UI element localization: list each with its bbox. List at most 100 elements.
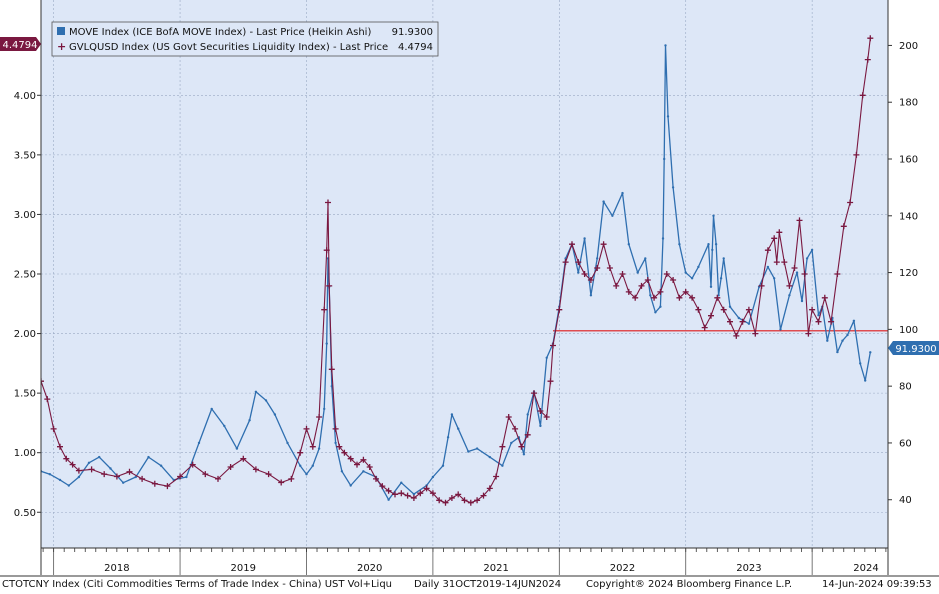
data-point-liquidity (815, 318, 822, 325)
left-last-value-tag (0, 37, 41, 51)
data-point-move (611, 214, 614, 217)
axes: 0.50 1.00 1.50 2.00 2.50 3.00 3.50 4.00 40 60 80 10… (0, 0, 939, 577)
data-point-move (67, 484, 71, 487)
legend-swatch-move (57, 27, 65, 35)
data-point-liquidity (834, 271, 841, 277)
data-point-liquidity (442, 499, 449, 506)
data-point-move (431, 475, 435, 479)
data-point-liquidity (436, 497, 443, 504)
data-point-move (697, 265, 700, 269)
data-point-move (728, 305, 732, 308)
data-point-move (577, 271, 580, 274)
data-point-liquidity (278, 479, 285, 486)
data-point-move (526, 413, 529, 416)
data-point-liquidity (101, 471, 108, 478)
data-point-liquidity (550, 342, 556, 349)
data-point-move (836, 350, 839, 354)
x-tick-label: 2021 (483, 563, 508, 574)
data-point-move (539, 424, 542, 428)
data-point-liquidity (638, 282, 645, 289)
data-point-move (362, 470, 365, 473)
data-point-liquidity (569, 241, 575, 248)
data-point-liquidity (113, 473, 120, 480)
data-point-move (712, 214, 715, 217)
data-point-liquidity (177, 473, 184, 480)
data-point-liquidity (663, 271, 670, 277)
data-point-liquidity (373, 475, 379, 482)
data-point-move (522, 453, 526, 456)
right-last-value-tag (888, 341, 939, 355)
plot-area (41, 0, 888, 548)
data-point-liquidity (63, 455, 70, 462)
left-tick-label: 4.00 (14, 91, 36, 102)
data-point-liquidity (786, 282, 793, 289)
right-tick-label: 160 (899, 155, 918, 166)
data-point-move (766, 265, 770, 269)
x-tick-label: 2020 (357, 563, 382, 574)
data-point-move (621, 191, 624, 195)
footer-copyright: Copyright® 2024 Bloomberg Finance L.P. (586, 579, 793, 590)
x-tick-label: 2018 (104, 563, 129, 574)
left-tick-label: 2.50 (14, 270, 36, 281)
data-point-liquidity (840, 223, 847, 230)
data-point-liquidity (303, 425, 310, 432)
data-point-move (87, 461, 91, 464)
footer-source: CTOTCNY Index (Citi Commodities Terms of… (2, 579, 393, 590)
data-point-liquidity (801, 271, 808, 277)
data-point-move (707, 243, 710, 246)
data-point-liquidity (745, 306, 752, 313)
data-point-liquidity (531, 390, 537, 397)
data-point-liquidity (336, 443, 343, 450)
data-point-move (671, 186, 675, 189)
left-tick-label: 1.00 (14, 448, 36, 459)
data-point-liquidity (392, 491, 398, 498)
data-point-move (869, 351, 872, 354)
data-point-liquidity (682, 288, 689, 295)
data-point-move (264, 399, 268, 402)
right-tick-label: 80 (899, 382, 912, 393)
right-tick-label: 200 (899, 41, 918, 52)
data-point-liquidity (809, 306, 816, 313)
data-point-liquidity (354, 461, 360, 468)
data-point-liquidity (215, 475, 221, 482)
data-point-liquidity (594, 265, 601, 271)
data-point-liquidity (139, 475, 146, 482)
data-point-move (846, 333, 849, 337)
data-point-liquidity (695, 306, 702, 313)
data-point-move (317, 447, 321, 450)
data-point-liquidity (859, 92, 866, 99)
left-last-value-text: 4.4794 (3, 40, 38, 51)
data-point-move (122, 481, 125, 484)
data-point-liquidity (202, 471, 209, 478)
data-point-liquidity (499, 443, 506, 450)
data-point-liquidity (853, 151, 860, 158)
data-point-liquidity (773, 259, 780, 266)
legend: MOVE Index (ICE BofA MOVE Index) - Last … (51, 21, 439, 57)
data-point-liquidity (44, 396, 51, 403)
data-point-liquidity (587, 277, 594, 283)
data-point-move (340, 470, 344, 473)
data-point-liquidity (316, 414, 323, 420)
data-point-liquidity (606, 265, 613, 271)
data-point-liquidity (518, 443, 525, 450)
data-point-move (48, 473, 51, 476)
data-point-liquidity (398, 490, 405, 497)
data-point-move (747, 322, 751, 325)
data-point-move (235, 447, 239, 450)
data-point-move (299, 464, 302, 467)
data-point-liquidity (781, 259, 788, 266)
data-point-move (709, 285, 713, 288)
data-point-liquidity (689, 294, 696, 301)
legend-swatch-liquidity: + (57, 40, 66, 53)
data-point-move (788, 294, 791, 297)
data-point-liquidity (227, 464, 234, 470)
data-point-liquidity (326, 282, 333, 289)
footer-range: Daily 31OCT2019-14JUN2024 (414, 579, 562, 590)
data-point-liquidity (701, 324, 708, 331)
data-point-liquidity (720, 306, 727, 313)
data-point-liquidity (739, 318, 746, 325)
data-point-move (654, 311, 657, 314)
data-point-move (711, 248, 714, 252)
data-point-move (666, 115, 670, 118)
data-point-liquidity (297, 449, 304, 456)
